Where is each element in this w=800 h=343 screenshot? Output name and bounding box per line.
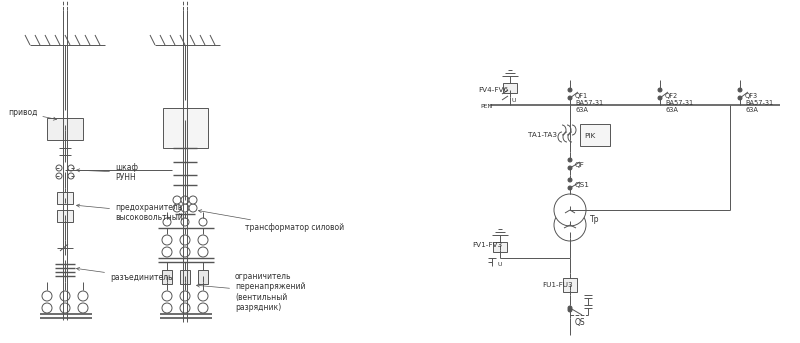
Circle shape (68, 173, 74, 179)
Circle shape (162, 247, 172, 257)
Bar (493, 242, 507, 252)
Circle shape (78, 303, 88, 313)
Bar (47, 118, 83, 140)
Bar (580, 124, 610, 146)
Circle shape (56, 173, 62, 179)
Bar (162, 270, 172, 284)
Circle shape (554, 209, 586, 241)
Circle shape (181, 196, 189, 204)
Circle shape (198, 303, 208, 313)
Circle shape (68, 165, 74, 171)
Text: FV4-FV6: FV4-FV6 (478, 87, 508, 93)
Text: TA1-TA3: TA1-TA3 (528, 132, 557, 138)
Text: FV1-FV3: FV1-FV3 (472, 242, 502, 248)
Text: PIK: PIK (584, 133, 595, 139)
Circle shape (181, 204, 189, 212)
Circle shape (60, 303, 70, 313)
Text: трансформатор силовой: трансформатор силовой (198, 210, 344, 232)
Text: QF1
BA57-31
63A: QF1 BA57-31 63A (575, 93, 603, 113)
Circle shape (568, 96, 572, 100)
Circle shape (180, 303, 190, 313)
Text: привод: привод (8, 108, 57, 120)
Circle shape (189, 196, 197, 204)
Text: QF3
BA57-31
63A: QF3 BA57-31 63A (745, 93, 773, 113)
Text: QS1: QS1 (575, 182, 590, 188)
Circle shape (42, 303, 52, 313)
Circle shape (658, 96, 662, 100)
Circle shape (568, 158, 572, 162)
Circle shape (189, 204, 197, 212)
Circle shape (181, 218, 189, 226)
Circle shape (180, 291, 190, 301)
Circle shape (42, 291, 52, 301)
Circle shape (568, 306, 572, 310)
Circle shape (554, 194, 586, 226)
Circle shape (738, 96, 742, 100)
Circle shape (568, 308, 572, 312)
Circle shape (568, 166, 572, 170)
Circle shape (568, 186, 572, 190)
Bar (198, 270, 208, 284)
Circle shape (60, 291, 70, 301)
Circle shape (180, 235, 190, 245)
Circle shape (180, 247, 190, 257)
Circle shape (162, 235, 172, 245)
Text: QS: QS (575, 318, 586, 327)
Text: предохранитель
высоковольтный: предохранитель высоковольтный (77, 203, 182, 222)
Circle shape (658, 88, 662, 92)
Circle shape (163, 218, 171, 226)
Text: ограничитель
перенапряжений
(вентильный
разрядник): ограничитель перенапряжений (вентильный … (197, 272, 306, 312)
Text: U: U (497, 261, 502, 267)
Text: FU1-FU3: FU1-FU3 (542, 282, 573, 288)
Circle shape (568, 178, 572, 182)
Text: QF2
BA57-31
63A: QF2 BA57-31 63A (665, 93, 693, 113)
Circle shape (199, 218, 207, 226)
Circle shape (568, 88, 572, 92)
Circle shape (198, 247, 208, 257)
Text: Tp: Tp (590, 215, 599, 225)
Bar (563, 278, 577, 292)
Circle shape (738, 88, 742, 92)
Circle shape (173, 196, 181, 204)
Bar (57, 192, 73, 204)
Circle shape (78, 291, 88, 301)
Circle shape (198, 235, 208, 245)
Circle shape (173, 204, 181, 212)
Text: QF: QF (575, 162, 585, 168)
Circle shape (162, 291, 172, 301)
Text: шкаф
РУНН: шкаф РУНН (77, 163, 138, 182)
Bar (503, 83, 517, 93)
Text: PEN: PEN (480, 105, 492, 109)
Text: U: U (512, 97, 517, 103)
Text: разъединитель: разъединитель (77, 268, 173, 282)
Bar (180, 270, 190, 284)
Circle shape (198, 291, 208, 301)
Circle shape (162, 303, 172, 313)
Bar (57, 210, 73, 222)
Circle shape (56, 165, 62, 171)
Bar (163, 108, 208, 148)
